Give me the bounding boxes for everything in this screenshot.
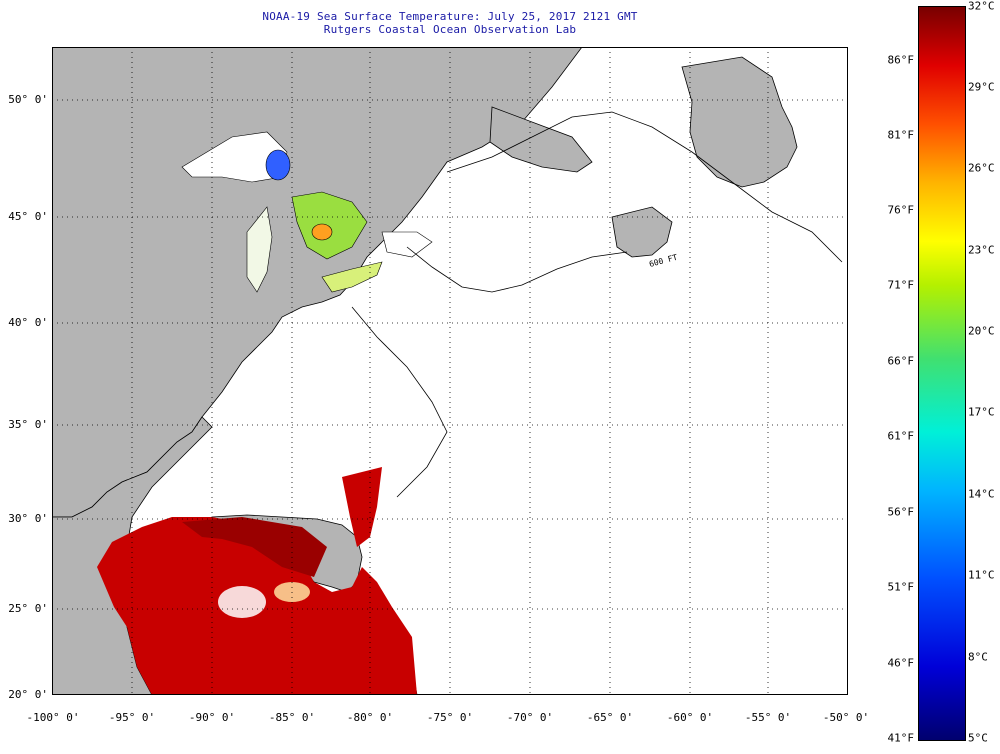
colorbar-f-label: 51°F — [887, 580, 915, 594]
lat-label-25: 25° 0' — [8, 602, 48, 615]
lat-label-45: 45° 0' — [8, 210, 48, 223]
colorbar-f-label: 61°F — [887, 429, 915, 443]
colorbar-f-label: 76°F — [887, 203, 915, 217]
colorbar-c-label: 8°C — [968, 650, 988, 664]
colorbar-c-label: 32°C — [968, 0, 995, 13]
depth-contour-line — [351, 111, 843, 498]
chart-title: NOAA-19 Sea Surface Temperature: July 25… — [262, 10, 638, 23]
lon-label-85: -85° 0' — [268, 711, 316, 724]
colorbar-c-label: 20°C — [968, 324, 995, 338]
lat-label-50: 50° 0' — [8, 93, 48, 106]
lon-label-55: -55° 0' — [744, 711, 792, 724]
colorbar-f-label: 46°F — [887, 656, 915, 670]
lon-label-80: -80° 0' — [346, 711, 394, 724]
lat-label-40: 40° 0' — [8, 316, 48, 329]
lon-label-65: -65° 0' — [586, 711, 634, 724]
chart-subtitle: Rutgers Coastal Ocean Observation Lab — [323, 23, 577, 36]
great-lakes — [181, 131, 433, 293]
colorbar-f-label: 56°F — [887, 505, 915, 519]
colorbar-f-label: 81°F — [887, 128, 915, 142]
colorbar-f-label: 71°F — [887, 278, 915, 292]
lon-label-90: -90° 0' — [188, 711, 236, 724]
colorbar-c-label: 29°C — [968, 80, 995, 94]
lon-label-95: -95° 0' — [108, 711, 156, 724]
colorbar-c-label: 17°C — [968, 405, 995, 419]
colorbar-c-label: 11°C — [968, 568, 995, 582]
colorbar-c-label: 5°C — [968, 731, 988, 745]
temperature-colorbar — [918, 6, 966, 741]
lon-label-75: -75° 0' — [426, 711, 474, 724]
lon-label-100: -100° 0' — [26, 711, 80, 724]
colorbar-c-label: 26°C — [968, 161, 995, 175]
lat-label-20: 20° 0' — [8, 688, 48, 701]
lon-label-70: -70° 0' — [506, 711, 554, 724]
colorbar-f-label: 41°F — [887, 731, 915, 745]
lon-label-60: -60° 0' — [666, 711, 714, 724]
colorbar-f-label: 86°F — [887, 53, 915, 67]
warm-sst-gulf — [97, 467, 417, 695]
sst-map: 600 FT — [52, 47, 848, 695]
colorbar-c-label: 14°C — [968, 487, 995, 501]
lon-label-50: -50° 0' — [822, 711, 870, 724]
colorbar-c-label: 23°C — [968, 243, 995, 257]
graticule — [52, 47, 848, 695]
colorbar-f-label: 66°F — [887, 354, 915, 368]
map-frame — [52, 47, 848, 695]
lat-label-35: 35° 0' — [8, 418, 48, 431]
lat-label-30: 30° 0' — [8, 512, 48, 525]
